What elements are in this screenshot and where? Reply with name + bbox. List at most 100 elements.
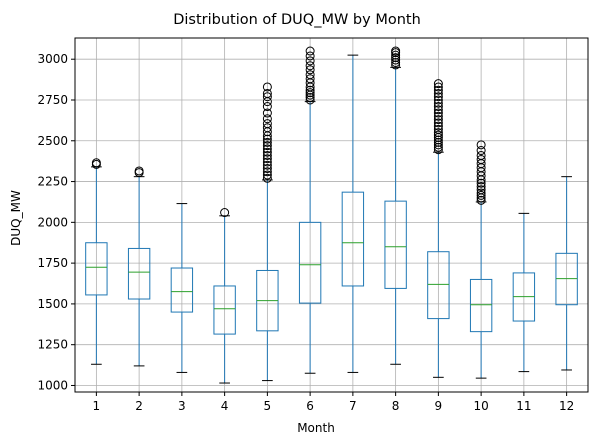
outlier-point — [476, 155, 486, 165]
outlier-point — [433, 105, 443, 115]
outlier-point — [305, 61, 315, 71]
box-month-8 — [384, 46, 407, 365]
box-month-1 — [85, 158, 108, 365]
outlier-point — [262, 137, 272, 147]
outlier-point — [433, 140, 443, 150]
outlier-point — [305, 51, 315, 61]
outlier-point — [134, 166, 144, 176]
box-month-9 — [427, 79, 450, 378]
outlier-point — [305, 46, 315, 56]
box-iqr — [170, 267, 194, 313]
outlier-point — [433, 124, 443, 134]
x-axis-label: Month — [297, 421, 335, 435]
x-tick-label: 11 — [516, 399, 531, 413]
x-tick-label: 12 — [559, 399, 574, 413]
outlier-point — [262, 173, 272, 183]
x-tick-label: 5 — [264, 399, 272, 413]
outlier-point — [305, 95, 315, 105]
outlier-point — [391, 57, 401, 67]
outlier-point — [262, 150, 272, 160]
box-month-3 — [170, 203, 194, 373]
outlier-point — [305, 70, 315, 80]
outlier-point — [476, 181, 486, 191]
outlier-point — [305, 88, 315, 98]
outlier-point — [391, 60, 401, 70]
outlier-point — [391, 46, 401, 56]
box-iqr — [298, 221, 322, 304]
outlier-point — [262, 92, 272, 102]
outlier-point — [262, 157, 272, 167]
box-month-2 — [127, 166, 151, 367]
outlier-point — [433, 108, 443, 118]
outlier-point — [262, 144, 272, 154]
outlier-point — [262, 164, 272, 174]
outlier-point — [476, 190, 486, 200]
y-axis-label: DUQ_MW — [9, 190, 23, 246]
y-tick-label: 2750 — [37, 93, 68, 107]
outlier-point — [305, 65, 315, 75]
outlier-point — [433, 85, 443, 95]
outlier-point — [433, 121, 443, 131]
outlier-point — [433, 102, 443, 112]
x-tick-label: 3 — [178, 399, 186, 413]
box-iqr — [341, 191, 365, 287]
outlier-point — [305, 93, 315, 103]
box-series — [85, 46, 578, 384]
outlier-point — [433, 98, 443, 108]
y-tick-label: 1000 — [37, 378, 68, 392]
plot-frame — [74, 37, 589, 393]
outlier-point — [262, 134, 272, 144]
box-iqr — [85, 242, 108, 296]
outlier-point — [476, 195, 486, 205]
y-tick-label: 1500 — [37, 297, 68, 311]
outlier-point — [262, 114, 272, 124]
box-month-10 — [469, 140, 493, 379]
outlier-point — [262, 88, 272, 98]
y-tick-label: 3000 — [37, 52, 68, 66]
outlier-point — [91, 158, 101, 168]
outlier-point — [433, 95, 443, 105]
y-tick-label: 2500 — [37, 134, 68, 148]
outlier-point — [262, 170, 272, 180]
outlier-point — [262, 108, 272, 118]
x-tick-label: 6 — [306, 399, 314, 413]
outlier-point — [476, 185, 486, 195]
outlier-point — [305, 85, 315, 95]
box-month-5 — [256, 82, 279, 382]
box-month-7 — [341, 54, 365, 373]
outlier-point — [433, 137, 443, 147]
outlier-point — [262, 82, 272, 92]
outlier-point — [262, 141, 272, 151]
y-tick-label: 1250 — [37, 338, 68, 352]
outlier-point — [433, 115, 443, 125]
outlier-point — [476, 140, 486, 150]
box-iqr — [127, 247, 151, 300]
outlier-point — [433, 128, 443, 138]
outlier-point — [433, 92, 443, 102]
outlier-point — [433, 111, 443, 121]
outlier-point — [262, 119, 272, 129]
outlier-point — [391, 53, 401, 63]
outlier-point — [262, 123, 272, 133]
x-tick-label: 10 — [473, 399, 488, 413]
x-tick-label: 2 — [135, 399, 143, 413]
outlier-point — [476, 150, 486, 160]
x-tick-label: 8 — [392, 399, 400, 413]
outlier-point — [433, 135, 443, 145]
outlier-point — [391, 55, 401, 65]
box-month-4 — [213, 208, 236, 384]
outlier-point — [262, 160, 272, 170]
outlier-point — [476, 178, 486, 188]
outlier-point — [262, 167, 272, 177]
y-tick-label: 2250 — [37, 175, 68, 189]
chart-title: Distribution of DUQ_MW by Month — [173, 12, 421, 28]
outlier-point — [433, 118, 443, 128]
outlier-point — [433, 82, 443, 92]
x-tick-label: 9 — [435, 399, 443, 413]
box-iqr — [469, 278, 493, 333]
outlier-point — [262, 102, 272, 112]
box-iqr — [427, 251, 450, 320]
outlier-point — [220, 208, 230, 218]
